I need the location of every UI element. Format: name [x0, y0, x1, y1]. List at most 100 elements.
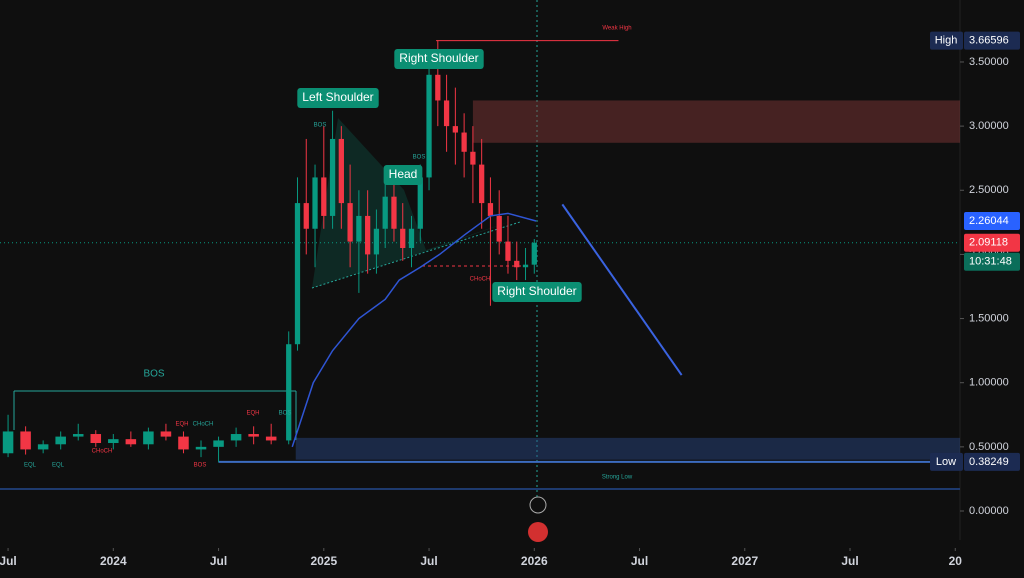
candle-body — [125, 439, 137, 445]
candle-body — [356, 215, 362, 242]
candle-body — [452, 126, 458, 133]
pattern-label: Head — [389, 167, 418, 181]
projection-line — [561, 203, 683, 376]
pattern-label: Right Shoulder — [497, 284, 576, 298]
candle-body — [294, 203, 301, 345]
annotation: BOS — [194, 463, 207, 469]
event-icon[interactable] — [528, 522, 548, 542]
candle-body — [37, 444, 49, 450]
candle-body — [373, 228, 380, 255]
x-tick-label: Jul — [631, 554, 648, 568]
y-tick-label: 0.50000 — [969, 441, 1009, 453]
annotation: BOS — [314, 123, 327, 129]
price-value: 3.66596 — [969, 35, 1009, 47]
y-tick-label: 2.50000 — [969, 184, 1009, 196]
annotation: EQH — [246, 411, 259, 417]
annotation: EQH — [175, 422, 188, 428]
pattern-label: Right Shoulder — [399, 51, 478, 65]
candle-body — [72, 434, 84, 437]
x-tick-label: 2025 — [310, 554, 337, 568]
price-badge — [964, 31, 1020, 50]
price-tag — [930, 452, 963, 471]
x-tick-label: 2027 — [731, 554, 758, 568]
candle-body — [230, 434, 242, 441]
countdown: 10:31:48 — [969, 256, 1012, 268]
candle-body — [487, 203, 494, 216]
candle-body — [505, 241, 511, 261]
candle-body — [522, 264, 529, 268]
y-tick-label: 0.00000 — [969, 505, 1009, 517]
pattern-label-bg — [394, 49, 484, 69]
annotation: CHoCH — [470, 277, 491, 283]
price-value: 2.09118 — [969, 237, 1008, 249]
annotation: BOS — [279, 411, 292, 417]
candle-body — [461, 132, 467, 152]
candle-body — [143, 431, 154, 445]
pattern-fill — [312, 118, 520, 288]
price-badge — [964, 211, 1020, 230]
x-tick-label: 2024 — [100, 554, 127, 568]
candle-body — [108, 439, 119, 444]
moving-average — [291, 212, 537, 448]
annotation: BOS — [413, 155, 426, 161]
candle-body — [20, 431, 31, 450]
demand-zone — [295, 437, 960, 460]
x-tick-label: Jul — [210, 554, 227, 568]
flash-icon[interactable] — [529, 496, 547, 514]
candle-body — [426, 74, 432, 178]
y-tick-label: 3.50000 — [969, 56, 1009, 68]
neckline — [311, 221, 521, 289]
price-tag-label: High — [935, 35, 958, 47]
candle-body — [382, 196, 388, 229]
y-tick-label: 1.50000 — [969, 312, 1009, 324]
candle-body — [312, 177, 318, 229]
price-value: 2.26044 — [969, 215, 1009, 227]
price-value: 0.38249 — [969, 456, 1009, 468]
supply-zone — [472, 100, 960, 143]
candle-body — [90, 434, 102, 444]
annotation: Strong Low — [602, 475, 633, 481]
candle-body — [265, 436, 277, 441]
y-tick-label: 1.00000 — [969, 377, 1009, 389]
annotation: EQL — [24, 463, 37, 469]
candle-body — [479, 164, 485, 204]
candle-body — [443, 100, 450, 127]
candle-body — [435, 74, 441, 101]
candle-body — [248, 434, 259, 437]
annotation: Weak High — [602, 26, 631, 32]
candle-body — [496, 215, 502, 242]
candle-body — [178, 436, 189, 450]
annotation: BOS — [143, 369, 164, 380]
x-tick-label: 20 — [949, 554, 963, 568]
candle-body — [160, 431, 172, 437]
price-badge — [964, 233, 1020, 252]
candle-body — [213, 440, 224, 447]
candle-body — [531, 242, 537, 265]
candle-body — [408, 228, 415, 248]
candle-body — [417, 177, 423, 229]
candle-body — [55, 436, 66, 445]
candle-body — [286, 344, 292, 441]
pattern-label-bg — [492, 282, 582, 302]
candle-body — [347, 203, 353, 242]
candle-body — [470, 151, 476, 165]
candle-body — [195, 446, 207, 450]
candle-body — [303, 203, 309, 229]
candle-body — [338, 138, 344, 204]
annotation: CHoCH — [193, 422, 214, 428]
candle-body — [2, 431, 14, 454]
candle-body — [365, 215, 371, 255]
plot: 0.000000.500001.000001.500002.000002.500… — [0, 26, 1020, 568]
price-tag-label: Low — [936, 456, 956, 468]
candle-body — [514, 260, 520, 268]
annotation: EQL — [52, 463, 65, 469]
pattern-label-bg — [297, 88, 379, 108]
countdown-badge — [964, 252, 1020, 271]
candle-body — [329, 138, 336, 216]
x-tick-label: Jul — [0, 554, 17, 568]
candle-body — [400, 228, 406, 248]
candle-body — [391, 196, 397, 229]
annotation: CHoCH — [92, 449, 113, 455]
